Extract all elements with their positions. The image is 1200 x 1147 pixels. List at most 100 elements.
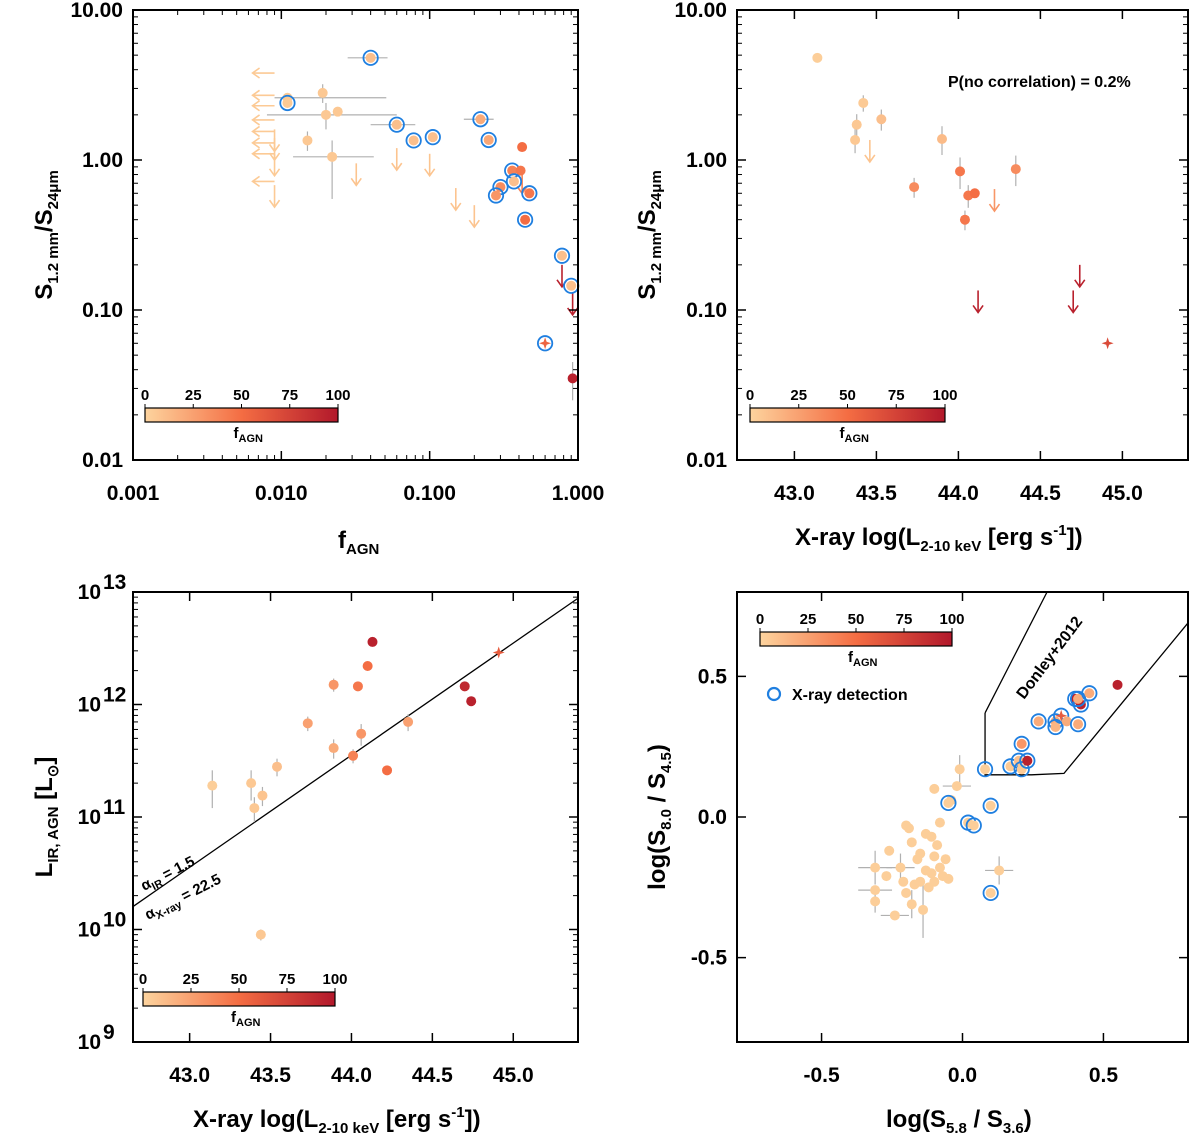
x-tick-label: 0.001 <box>107 482 160 505</box>
upper-limit-left-arrowhead <box>251 114 261 126</box>
colorbar-tick-label: 75 <box>888 387 905 404</box>
panel-d-xlabel: log(S5.8 / S3.6) <box>886 1106 1032 1137</box>
xray-ring <box>424 129 441 146</box>
y-tick-label: 10 <box>78 581 101 604</box>
data-point <box>994 865 1005 876</box>
panel-c-colorbar: 0 25 50 75 100 fAGN <box>139 971 348 1029</box>
upper-limit-arrowhead <box>864 154 876 164</box>
panel-a-colorbar: 0 25 50 75 100 fAGN <box>141 387 351 445</box>
upper-limit-arrowhead <box>468 219 480 229</box>
data-point <box>955 166 966 177</box>
y-tick-label: 1.00 <box>82 149 123 172</box>
data-point <box>906 837 917 848</box>
data-point <box>870 896 881 907</box>
colorbar-tick-label: 0 <box>141 387 149 404</box>
data-point <box>926 831 937 842</box>
data-point <box>915 848 926 859</box>
data-point <box>249 803 260 814</box>
x-tick-label: 44.0 <box>938 482 979 505</box>
panel-d-marks <box>858 591 1189 938</box>
colorbar-tick-label: 100 <box>932 387 957 404</box>
upper-limit-left-arrowhead <box>251 100 261 112</box>
data-point <box>985 800 996 811</box>
data-point <box>408 135 419 146</box>
xray-ring <box>1013 761 1030 778</box>
data-point <box>980 764 991 775</box>
y-tick-label: 1.00 <box>686 149 727 172</box>
panel-b-ticks: 43.0 43.5 44.0 44.5 45.0 0.01 0.10 1.00 10.00 <box>674 0 1188 505</box>
colorbar-gradient <box>144 407 339 423</box>
data-point <box>391 119 402 130</box>
data-point <box>367 636 378 647</box>
panel-b-xlabel: X-ray log(L2-10 keV [erg s-1]) <box>795 522 1083 555</box>
data-point <box>915 876 926 887</box>
x-tick-label: 43.0 <box>774 482 815 505</box>
data-point <box>932 840 943 851</box>
data-point <box>884 845 895 856</box>
y-tick-exponent: 10 <box>103 909 126 932</box>
xray-ring <box>982 797 999 814</box>
data-point <box>895 862 906 873</box>
x-tick-label: 45.0 <box>1102 482 1143 505</box>
data-point <box>812 52 823 63</box>
y-tick-label: 10.00 <box>674 0 727 22</box>
colorbar-tick-label: 50 <box>231 971 248 988</box>
x-tick-label: 45.0 <box>493 1064 534 1087</box>
data-point <box>362 660 373 671</box>
data-point <box>352 681 363 692</box>
x-tick-label: 0.010 <box>255 482 308 505</box>
data-point <box>1022 755 1033 766</box>
upper-limit-arrowhead <box>391 162 403 172</box>
data-point <box>929 783 940 794</box>
xray-legend-label: X-ray detection <box>792 687 908 704</box>
data-point <box>328 679 339 690</box>
panel-b-annotation: P(no correlation) = 0.2% <box>948 74 1131 91</box>
data-point <box>328 743 339 754</box>
xray-ring <box>982 884 999 902</box>
colorbar-tick-label: 50 <box>848 611 865 628</box>
data-point <box>507 165 518 176</box>
data-point <box>1033 716 1044 727</box>
colorbar-gradient <box>749 407 946 423</box>
data-point <box>951 781 962 792</box>
upper-limit-left-arrowhead <box>251 67 261 79</box>
xray-ring <box>279 94 296 112</box>
colorbar-tick-label: 75 <box>896 611 913 628</box>
panel-c-xlabel: X-ray log(L2-10 keV [erg s-1]) <box>193 1104 481 1137</box>
data-point <box>427 132 438 143</box>
colorbar-tick-label: 50 <box>233 387 250 404</box>
upper-limit-left-arrowhead <box>251 125 261 138</box>
upper-limit-left-arrowhead <box>251 137 261 149</box>
panel-d-wedge-label: Donley+2012 <box>1014 614 1087 703</box>
xray-legend-ring-icon <box>766 686 782 702</box>
xray-ring <box>362 49 379 66</box>
panel-d-colorbar: 0 25 50 75 100 fAGN <box>756 611 965 669</box>
xray-ring <box>405 132 422 149</box>
data-point <box>959 214 970 225</box>
xray-ring <box>553 247 571 264</box>
x-tick-label: 43.0 <box>169 1064 210 1087</box>
x-tick-label: 0.5 <box>1089 1064 1119 1087</box>
data-point <box>906 899 917 910</box>
x-tick-label: -0.5 <box>803 1064 840 1087</box>
data-point <box>943 797 954 808</box>
data-point <box>320 109 331 120</box>
y-tick-label: 0.01 <box>686 449 727 472</box>
panel-a-marks <box>251 49 580 401</box>
y-tick-label: 0.10 <box>82 299 123 322</box>
data-point <box>302 135 313 146</box>
donley-wedge-line <box>984 622 1189 776</box>
upper-limit-arrowhead <box>450 202 462 212</box>
y-tick-label: 0.10 <box>686 299 727 322</box>
data-point <box>943 873 954 884</box>
x-tick-label: 43.5 <box>856 482 897 505</box>
y-tick-exponent: 12 <box>103 684 126 707</box>
data-point <box>566 280 577 291</box>
data-point <box>459 681 470 692</box>
panel-b-ylabel: S1.2 mm/S24μm <box>634 170 665 300</box>
data-point <box>255 929 266 940</box>
upper-limit-arrowhead <box>988 203 1001 213</box>
colorbar-label: fAGN <box>231 1009 261 1029</box>
